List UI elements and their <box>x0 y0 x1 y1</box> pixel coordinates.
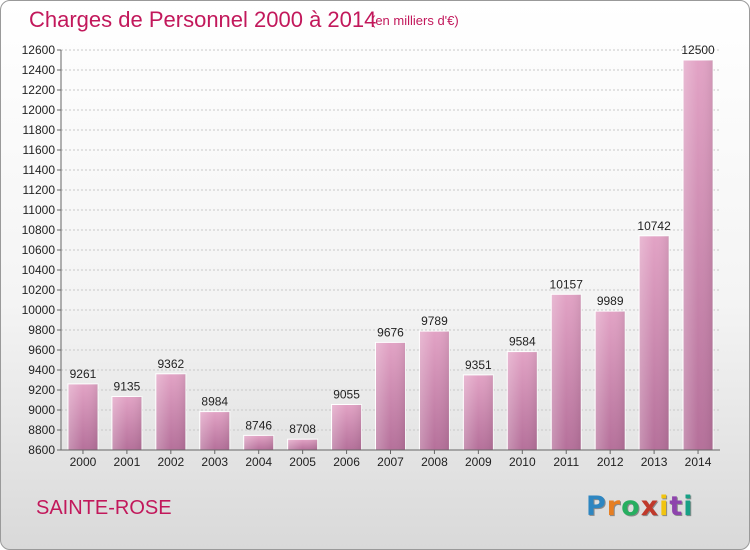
y-tick-label: 8600 <box>28 443 55 457</box>
data-label: 9261 <box>70 367 97 381</box>
bar-sheen <box>419 331 450 450</box>
y-tick-label: 10200 <box>22 283 56 297</box>
bar-sheen <box>67 383 98 450</box>
x-tick-label: 2010 <box>509 455 536 469</box>
data-label: 8984 <box>201 395 228 409</box>
x-axis: 2000 2001 2002 2003 2004 2005 2006 2007 2008 2009… <box>61 449 720 469</box>
logo-letter: i <box>659 491 670 522</box>
y-tick-label: 9000 <box>28 403 55 417</box>
y-tick-label: 10000 <box>22 303 56 317</box>
y-tick-label: 10800 <box>22 223 56 237</box>
x-tick-label: 2012 <box>597 455 624 469</box>
bar-sheen <box>375 342 406 450</box>
y-tick-label: 9200 <box>28 383 55 397</box>
data-label: 12500 <box>681 43 715 57</box>
bar-sheen <box>463 374 494 450</box>
logo-letter: P <box>586 491 607 522</box>
bar-sheen <box>199 411 230 450</box>
bar-sheen <box>507 351 538 450</box>
y-tick-label: 12600 <box>22 43 56 57</box>
bar-sheen <box>155 373 186 450</box>
y-tick-label: 11400 <box>23 163 56 177</box>
y-tick-label: 12200 <box>22 83 56 97</box>
logo-letter: r <box>606 491 622 522</box>
y-tick-label: 12400 <box>22 63 56 77</box>
bar-sheen <box>639 235 670 450</box>
logo-letter: o <box>621 491 641 522</box>
x-tick-label: 2007 <box>377 455 404 469</box>
data-label: 9989 <box>597 294 624 308</box>
logo-letter: t <box>669 491 684 522</box>
data-label: 8746 <box>245 418 272 432</box>
commune-name: SAINTE-ROSE <box>36 497 172 519</box>
y-tick-label: 8800 <box>28 423 55 437</box>
data-label: 9584 <box>509 335 536 349</box>
bar-sheen <box>243 435 274 450</box>
data-label: 9676 <box>377 325 404 339</box>
data-label: 10742 <box>637 219 671 233</box>
y-tick-label: 11800 <box>23 123 56 137</box>
y-tick-label: 11600 <box>23 143 56 157</box>
data-label: 9362 <box>157 357 184 371</box>
bar-sheen <box>595 311 626 450</box>
data-label: 9055 <box>333 388 360 402</box>
data-labels: 9261 9135 9362 8984 8746 8708 9055 9676 9789 9351… <box>70 43 715 436</box>
data-label: 10157 <box>550 277 584 291</box>
y-tick-label: 10600 <box>22 243 56 257</box>
y-tick-label: 11200 <box>23 183 56 197</box>
x-tick-label: 2011 <box>553 455 579 469</box>
bar-sheen <box>683 60 714 450</box>
x-tick-label: 2014 <box>685 455 712 469</box>
bar-sheen <box>551 294 582 450</box>
proxiti-logo: Proxiti <box>586 491 694 522</box>
data-label: 8708 <box>289 422 316 436</box>
x-tick-label: 2009 <box>465 455 492 469</box>
bar-sheen <box>111 396 142 450</box>
x-tick-label: 2002 <box>157 455 184 469</box>
x-tick-label: 2008 <box>421 455 448 469</box>
x-tick-label: 2003 <box>201 455 228 469</box>
x-tick-label: 2013 <box>641 455 668 469</box>
x-tick-label: 2000 <box>70 455 97 469</box>
y-axis: 8600 8800 9000 9200 9400 9600 9800 10000 10200 10… <box>22 43 62 457</box>
x-tick-label: 2001 <box>114 455 141 469</box>
data-label: 9135 <box>114 380 141 394</box>
y-tick-label: 9400 <box>28 363 55 377</box>
bars <box>67 59 714 451</box>
y-tick-label: 11000 <box>23 203 56 217</box>
chart-title: Charges de Personnel 2000 à 2014 <box>29 7 377 32</box>
y-tick-label: 12000 <box>22 103 56 117</box>
logo-letter: x <box>640 491 660 522</box>
y-tick-label: 9600 <box>28 343 55 357</box>
y-tick-label: 9800 <box>28 323 55 337</box>
x-tick-label: 2005 <box>289 455 316 469</box>
data-label: 9351 <box>465 358 492 372</box>
chart-subtitle: (en milliers d'€) <box>371 13 459 28</box>
x-tick-label: 2006 <box>333 455 360 469</box>
logo-letter: i <box>683 491 694 522</box>
data-label: 9789 <box>421 314 448 328</box>
bar-sheen <box>287 439 318 450</box>
y-tick-label: 10400 <box>22 263 56 277</box>
x-tick-label: 2004 <box>245 455 272 469</box>
bar-sheen <box>331 404 362 450</box>
